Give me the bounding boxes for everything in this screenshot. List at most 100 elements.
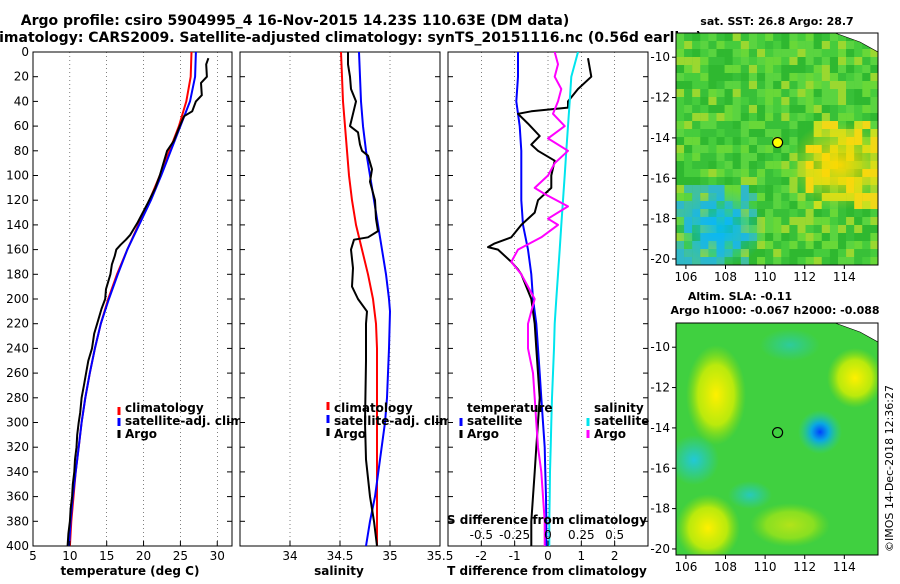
sst-pixel (748, 105, 758, 114)
sst-pixel (757, 249, 766, 258)
map-y-tick-label: -20 (650, 542, 670, 556)
sst-pixel (684, 33, 693, 42)
sst-pixel (854, 113, 863, 122)
sst-pixel (732, 97, 741, 106)
sst-pixel (805, 217, 814, 226)
sst-pixel (789, 121, 798, 130)
sst-pixel (684, 89, 693, 98)
sst-pixel (724, 105, 733, 114)
sst-pixel (676, 33, 685, 42)
sst-pixel (716, 113, 725, 122)
sst-pixel (813, 81, 822, 90)
sst-pixel (765, 89, 774, 98)
sst-pixel (862, 249, 871, 258)
sst-pixel (829, 41, 839, 50)
map-y-tick-label: -12 (650, 91, 670, 105)
sst-pixel (829, 217, 839, 226)
sst-pixel (781, 161, 790, 170)
sst-pixel (854, 241, 863, 250)
sst-pixel (748, 73, 758, 82)
x-tick-label: -1 (509, 549, 521, 563)
sst-pixel (789, 105, 798, 114)
sst-pixel (757, 81, 766, 90)
y-tick-label: 320 (6, 440, 29, 454)
sst-pixel (781, 145, 790, 154)
legend-t-satellite: satellite (467, 414, 522, 428)
sst-pixel (829, 241, 839, 250)
sst-pixel (716, 145, 725, 154)
sst-pixel (773, 169, 782, 178)
sst-pixel (862, 241, 871, 250)
sst-pixel (821, 105, 830, 114)
sst-pixel (838, 89, 847, 98)
sst-pixel (813, 65, 822, 74)
sst-pixel (676, 121, 685, 130)
x-tick-label: 35 (382, 549, 397, 563)
sst-pixel (789, 257, 798, 265)
argo-position-marker (771, 426, 784, 439)
y-tick-label: 380 (6, 514, 29, 528)
sst-pixel (757, 41, 766, 50)
sst-pixel (757, 65, 766, 74)
sst-pixel (838, 97, 847, 106)
sst-pixel (684, 193, 693, 202)
sst-pixel (854, 65, 863, 74)
sst-pixel (854, 217, 863, 226)
sst-pixel (716, 81, 725, 90)
sst-pixel (854, 49, 863, 58)
sst-pixel (740, 81, 749, 90)
sst-pixel (797, 97, 806, 106)
sst-pixel (765, 113, 774, 122)
header-line-1: Argo profile: csiro 5904995_4 16-Nov-201… (21, 13, 570, 29)
sst-pixel (813, 241, 822, 250)
sst-pixel (805, 49, 814, 58)
sst-pixel (708, 113, 717, 122)
sst-pixel (765, 185, 774, 194)
sst-pixel (862, 113, 871, 122)
t-difference-label: T difference from climatology (447, 564, 647, 578)
sst-pixel (862, 89, 871, 98)
map-x-tick-label: 110 (754, 560, 777, 574)
sst-pixel (732, 113, 741, 122)
sst-pixel (732, 177, 741, 186)
sst-pixel (732, 185, 741, 194)
sst-pixel (708, 121, 717, 130)
sst-pixel (846, 81, 855, 90)
sst-pixel (862, 57, 871, 66)
sst-pixel (821, 89, 830, 98)
sst-pixel (765, 81, 774, 90)
sst-pixel (821, 97, 830, 106)
sst-pixel (724, 57, 733, 66)
sst-pixel (829, 81, 839, 90)
sst-pixel (781, 121, 790, 130)
sst-pixel (700, 177, 709, 186)
sst-pixel (854, 225, 863, 234)
sst-pixel (724, 113, 733, 122)
sst-pixel (797, 233, 806, 242)
sst-pixel (805, 241, 814, 250)
sst-pixel (773, 257, 782, 265)
x-tick-label: 34.5 (327, 549, 354, 563)
sst-pixel (700, 153, 709, 162)
sst-pixel (789, 241, 798, 250)
x-tick-label: 1 (578, 549, 586, 563)
sst-pixel (781, 129, 790, 138)
temperature-panel: 0 20 40 60 80 100 120 140 160 180 200 220 240 260 280 3… (6, 45, 247, 578)
legend-salinity-title: salinity (594, 401, 644, 415)
sst-pixel (676, 81, 685, 90)
sst-pixel (676, 97, 685, 106)
sst-pixel (797, 193, 806, 202)
sst-pixel (732, 49, 741, 58)
series-s-satellite (548, 52, 579, 546)
sst-pixel (821, 65, 830, 74)
sst-pixel (757, 177, 766, 186)
sst-pixel (748, 57, 758, 66)
sst-pixel (708, 161, 717, 170)
sst-pixel (684, 113, 693, 122)
sst-pixel (765, 153, 774, 162)
sst-pixel (854, 81, 863, 90)
sst-pixel (757, 193, 766, 202)
top-tick-label: 0.5 (605, 528, 624, 542)
sst-pixel (781, 113, 790, 122)
sst-pixel (773, 185, 782, 194)
